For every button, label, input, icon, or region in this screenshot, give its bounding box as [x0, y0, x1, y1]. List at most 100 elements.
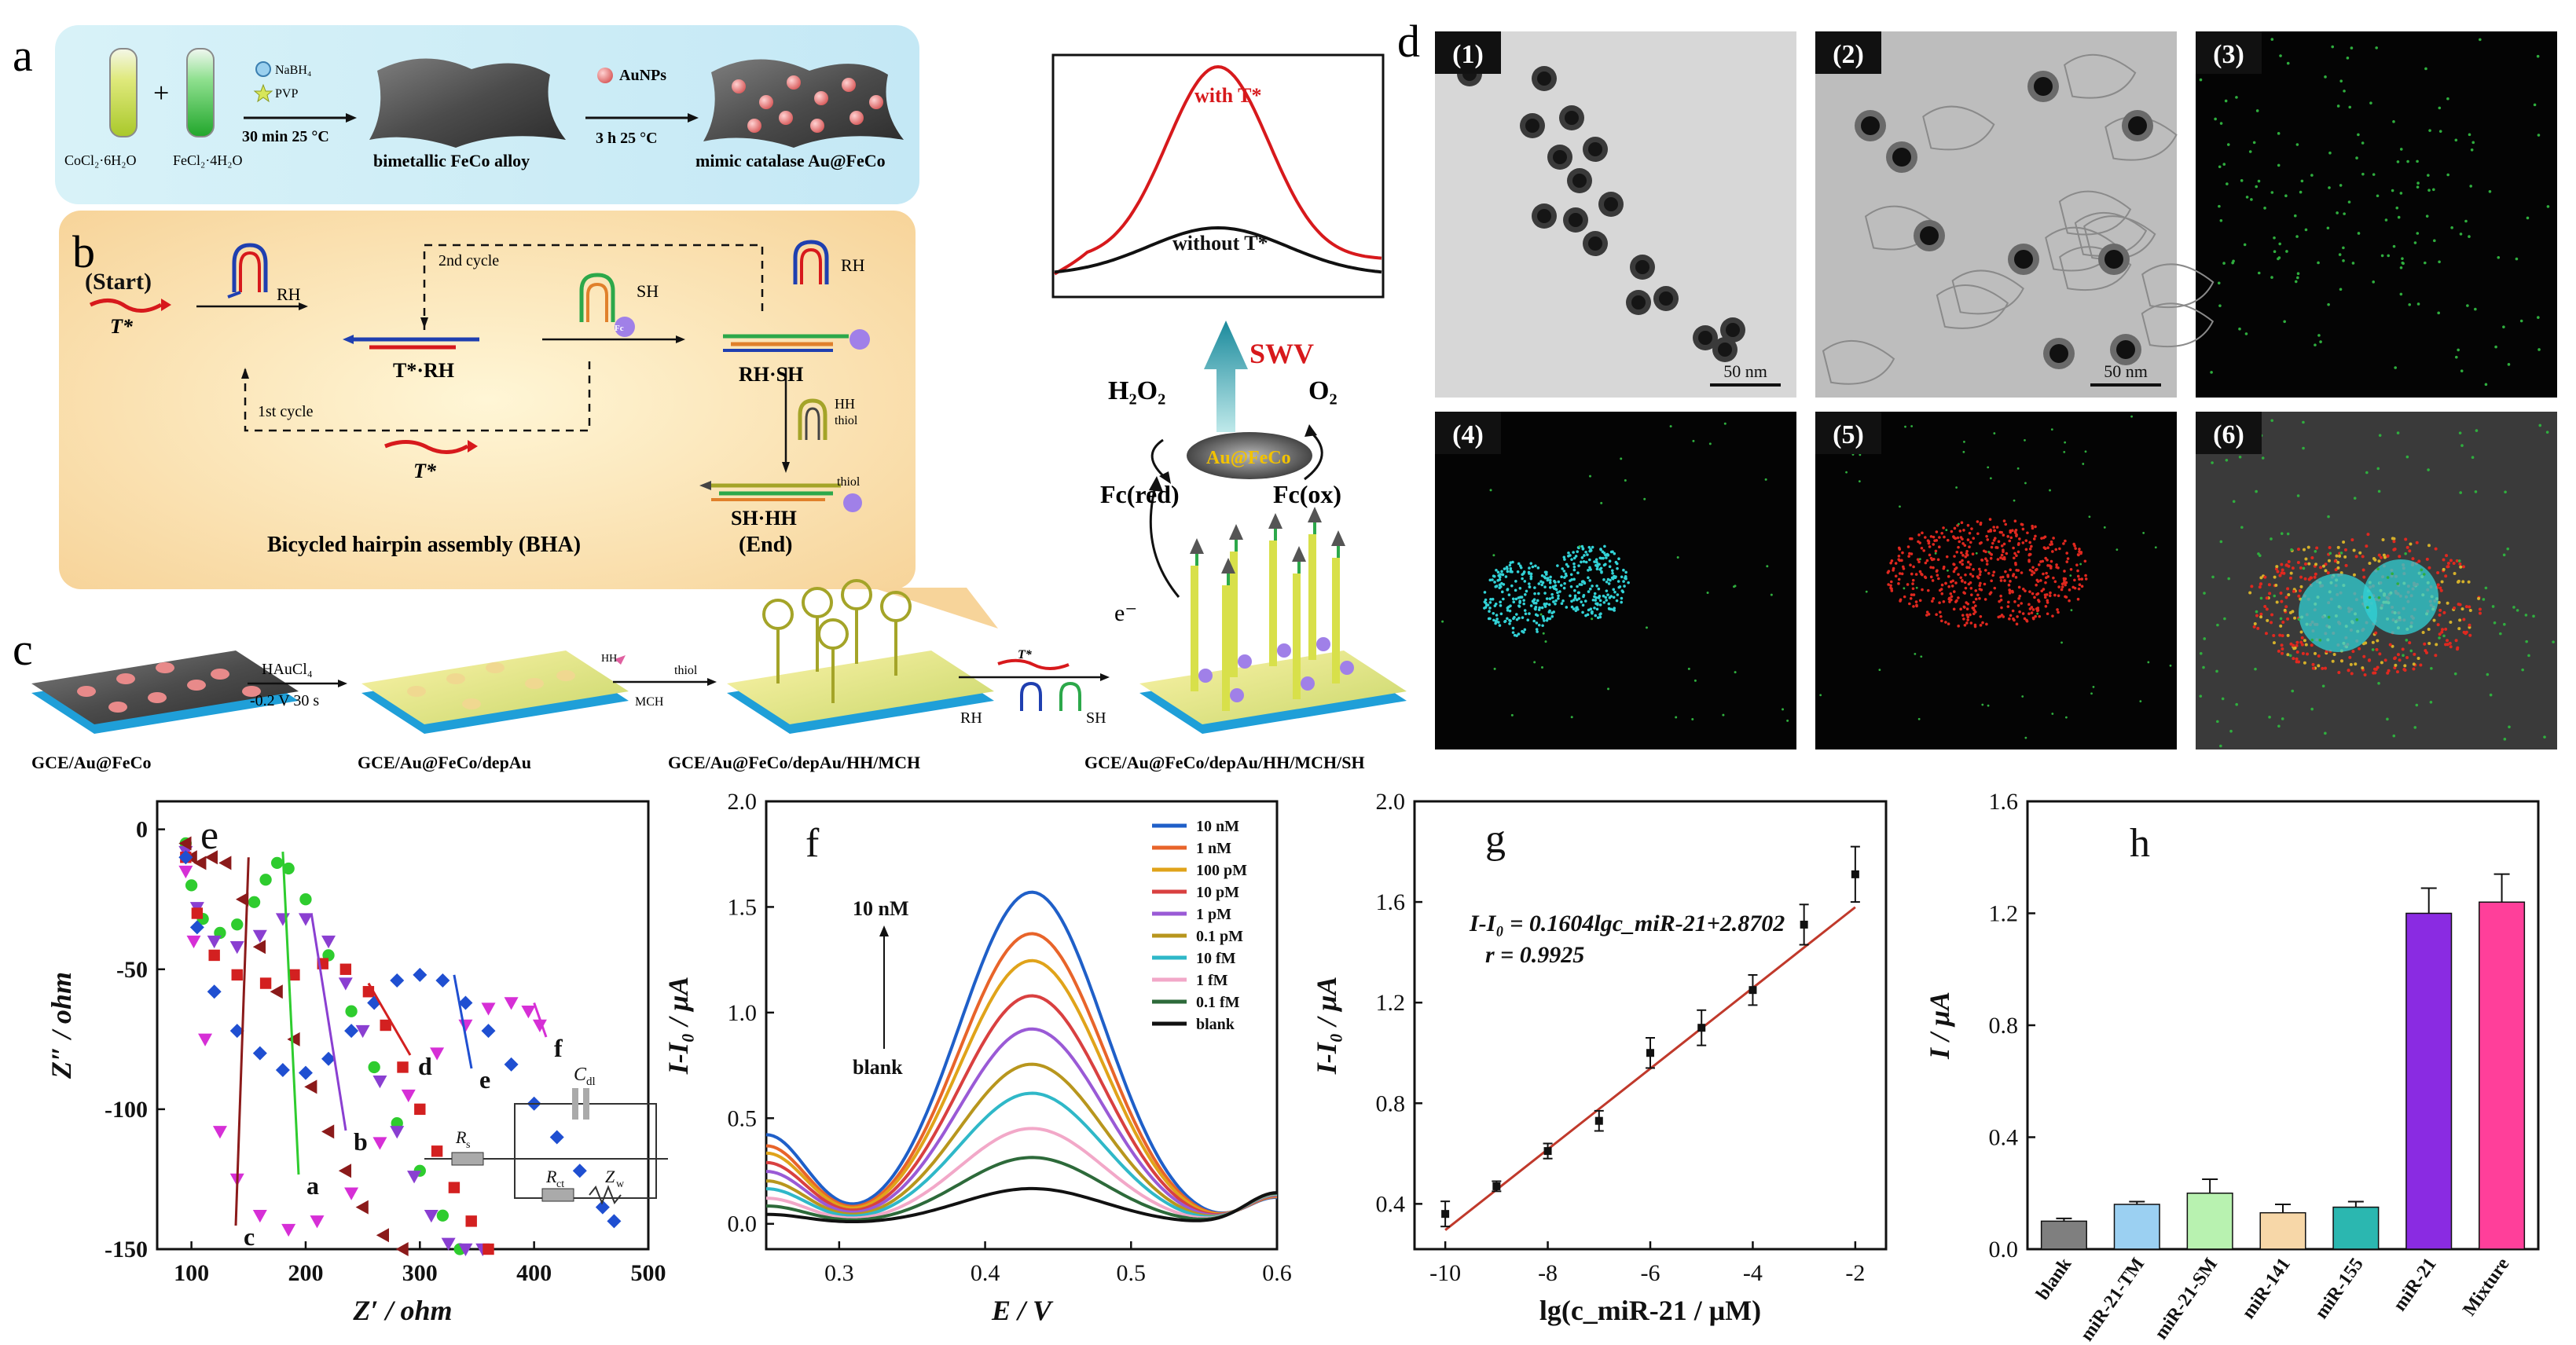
eds-dot-cyan [1521, 616, 1525, 619]
nyquist-point-f [521, 1005, 536, 1019]
scale-bar-label: 50 nm [1723, 361, 1767, 381]
nyquist-point-d [259, 977, 272, 989]
eds-dot-green [2369, 101, 2372, 104]
label-alloy: bimetallic FeCo alloy [373, 151, 530, 170]
nyquist-point-b [275, 913, 290, 926]
eds-dot-red [2015, 622, 2019, 626]
eds-dot-cyan [1611, 571, 1614, 575]
eds-dot-cyan [1572, 607, 1576, 610]
overlay-dot [2281, 634, 2284, 638]
eds-dot-red [1969, 541, 1972, 544]
eds-dot-cyan [1613, 609, 1616, 612]
nyquist-point-a [259, 874, 272, 886]
target-strand-released [384, 440, 469, 454]
eds-dot-green [2428, 129, 2431, 132]
eds-dot-green [2375, 46, 2378, 49]
eds-dot-noise [2049, 489, 2051, 492]
eds-dot-red [2046, 612, 2049, 616]
nyquist-point-b [321, 935, 336, 949]
nyquist-point-d [191, 907, 204, 919]
overlay-dot [2361, 555, 2365, 559]
cycle-2-path [423, 244, 764, 330]
overlay-dot [2334, 568, 2338, 572]
eds-dot-cyan [1493, 581, 1496, 584]
category-label: Mixture [2459, 1254, 2513, 1320]
nyquist-point-f [532, 1019, 547, 1032]
eds-dot-green [2471, 141, 2475, 145]
overlay-dot [2457, 627, 2461, 631]
eds-dot-cyan [1612, 596, 1616, 599]
circuit-zw-label: Z [605, 1167, 615, 1186]
test-tube-cobalt [109, 48, 138, 137]
eds-dot-cyan [1560, 602, 1564, 606]
y-tick-label: -150 [105, 1237, 148, 1263]
overlay-dot [2255, 614, 2259, 618]
eds-dot-cyan [1616, 580, 1620, 583]
eds-dot-red [1997, 540, 2001, 544]
nyquist-point-e [321, 1051, 336, 1066]
eds-dot-cyan [1596, 616, 1600, 620]
au-particle [849, 111, 864, 125]
overlay-dot [2395, 670, 2399, 674]
nyquist-point-f [186, 935, 201, 949]
overlay-dot [2378, 652, 2382, 656]
bar-miR-21-SM [2186, 1193, 2233, 1250]
overlay-dot [2275, 565, 2279, 569]
overlay-dot [2259, 582, 2263, 586]
nyquist-point-a [185, 879, 198, 892]
overlay-dot [2423, 642, 2427, 646]
eds-dot-cyan [1595, 560, 1598, 564]
overlay-dot [2449, 645, 2453, 649]
fc-label-dot [1277, 643, 1291, 658]
eds-dot-red [1951, 579, 1954, 583]
overlay-dot [2352, 548, 2356, 552]
eds-dot-red [1986, 538, 1990, 541]
eds-dot-red [2004, 522, 2008, 526]
eds-dot-cyan [1531, 565, 1535, 569]
eds-dot-cyan [1576, 585, 1579, 588]
eds-dot-green [2396, 160, 2400, 163]
eds-dot-green [2376, 194, 2380, 198]
eds-dot-red [2033, 596, 2036, 599]
overlay-dot [2310, 643, 2314, 647]
au-particle [779, 111, 793, 125]
eds-dot-red [2054, 548, 2058, 552]
eds-dot-red [2027, 559, 2031, 563]
eds-dot-red [2055, 566, 2058, 569]
eds-dot-cyan [1535, 628, 1539, 631]
nyquist-point-e [298, 1065, 313, 1080]
eds-dot-green [2319, 340, 2322, 343]
eds-dot-red [1912, 565, 1915, 569]
overlay-dot [2333, 559, 2337, 563]
eds-dot-cyan [1527, 570, 1531, 574]
eds-dot-red [1964, 586, 1968, 590]
overlay-noise [2427, 468, 2430, 471]
overlay-dot [2461, 565, 2465, 569]
overlay-dot [2408, 641, 2412, 645]
deposited-gold [407, 686, 426, 697]
eds-dot-noise [1962, 450, 1965, 453]
eds-dot-red [1908, 602, 1911, 606]
fit-r-value: r = 0.9925 [1485, 942, 1584, 968]
eds-dot-green [2507, 363, 2511, 366]
eds-dot-cyan [1609, 550, 1613, 554]
overlay-noise [2232, 500, 2236, 504]
eds-dot-cyan [1533, 592, 1536, 596]
eds-dot-red [1971, 552, 1975, 556]
overlay-noise [2543, 735, 2546, 738]
eds-dot-red [1952, 590, 1956, 593]
legend-label: 1 nM [1196, 840, 1231, 857]
eds-dot-cyan [1515, 613, 1518, 616]
overlay-noise [2211, 461, 2214, 464]
eds-dot-green [2277, 257, 2280, 261]
eds-dot-red [2063, 578, 2066, 582]
overlay-dot [2311, 662, 2315, 666]
eds-dot-red [1911, 587, 1915, 591]
overlay-dot [2306, 652, 2310, 656]
probe-duplex [1191, 566, 1198, 691]
nyquist-point-a [299, 893, 312, 906]
eds-dot-red [1925, 614, 1928, 617]
data-point [1851, 870, 1859, 878]
graphene-wrinkle [1951, 269, 2024, 315]
strand-end [1229, 524, 1243, 540]
